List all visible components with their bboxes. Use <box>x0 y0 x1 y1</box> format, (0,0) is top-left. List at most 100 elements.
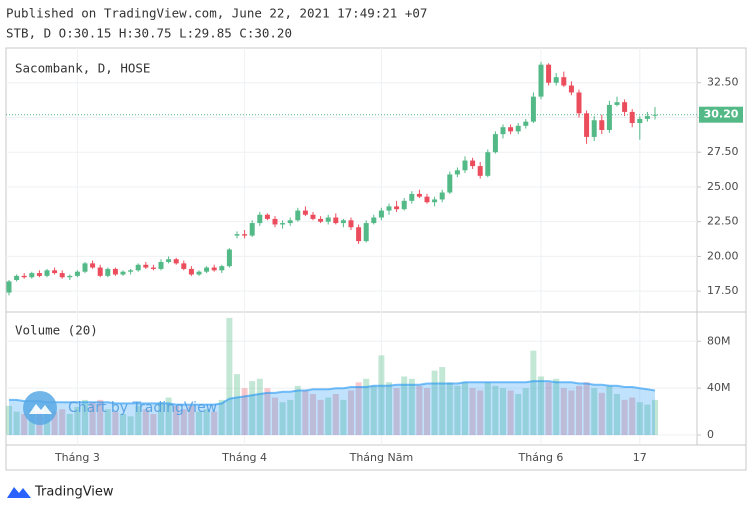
candle-body <box>424 196 430 203</box>
candle-body <box>538 64 544 97</box>
volume-bar <box>89 402 96 436</box>
chart-frame <box>5 47 747 471</box>
candle-body <box>454 170 460 175</box>
candle-body <box>561 77 567 86</box>
candle-body <box>249 223 255 236</box>
volume-bar <box>317 399 324 436</box>
candle-body <box>112 268 118 275</box>
candle-body <box>219 266 225 271</box>
ohlc-legend: STB, D O:30.15 H:30.75 L:29.85 C:30.20 <box>6 26 292 41</box>
volume-bar <box>310 394 316 436</box>
volume-bar <box>256 378 263 436</box>
volume-bar <box>386 382 392 436</box>
volume-bar <box>355 382 362 436</box>
candle-body <box>584 113 590 137</box>
candle-body <box>325 217 331 222</box>
volume-bar <box>439 367 446 436</box>
candle-body <box>318 218 324 222</box>
candle-body <box>477 166 483 176</box>
volume-bar <box>530 350 537 436</box>
candle-body <box>44 270 50 276</box>
volume-bar <box>97 399 104 436</box>
volume-bar <box>477 390 484 436</box>
candle-body <box>508 127 514 132</box>
candle-body <box>614 102 620 105</box>
candle-body <box>158 261 164 269</box>
volume-bar <box>226 317 233 436</box>
candle-body <box>432 199 438 203</box>
candle-body <box>120 271 126 275</box>
volume-ma-area <box>9 381 655 436</box>
candle-body <box>143 264 149 268</box>
y-tick-label: 17.50 <box>707 284 739 297</box>
candle-body <box>166 259 172 262</box>
candle-body <box>105 268 111 276</box>
volume-bar <box>644 404 651 436</box>
candle-body <box>363 223 369 242</box>
volume-bar <box>150 413 157 436</box>
last-price-label: 30.20 <box>704 108 739 121</box>
x-tick-label: 17 <box>633 451 647 464</box>
watermark-logo-mark <box>29 404 52 414</box>
candle-body <box>356 227 362 242</box>
footer-logo-mark <box>7 487 31 498</box>
candle-body <box>447 174 453 193</box>
footer-logo: TradingView <box>7 485 114 500</box>
candle-body <box>348 220 354 228</box>
price-pane: 30.20 <box>6 61 743 296</box>
candle-body <box>462 160 468 171</box>
candle-body <box>67 275 73 278</box>
candle-body <box>52 270 58 274</box>
volume-bar <box>469 388 476 436</box>
volume-bar <box>408 378 415 436</box>
volume-bar <box>462 382 468 436</box>
volume-bar <box>13 411 20 436</box>
volume-bar <box>294 385 301 436</box>
candle-body <box>128 270 134 272</box>
candle-body <box>280 223 286 225</box>
volume-bar <box>393 388 400 436</box>
candle-body <box>21 275 27 278</box>
candle-body <box>470 160 476 167</box>
watermark-text: Chart by TradingView <box>68 400 217 416</box>
volume-bar <box>614 394 620 436</box>
volume-bar <box>234 374 240 436</box>
y-tick-label: 32.50 <box>707 76 739 89</box>
volume-bar <box>120 413 126 436</box>
published-line: Published on TradingView.com, June 22, 2… <box>6 6 427 21</box>
candle-body <box>394 206 400 210</box>
volume-bar <box>621 399 628 436</box>
volume-bar <box>203 409 210 436</box>
candle-body <box>97 267 103 276</box>
volume-tick-label: 80M <box>707 334 731 347</box>
volume-bar <box>576 385 582 436</box>
volume-bar <box>112 411 119 436</box>
candle-body <box>310 214 316 219</box>
candle-body <box>90 263 96 268</box>
watermark: Chart by TradingView <box>23 391 217 425</box>
volume-bar <box>158 402 164 436</box>
volume-bar <box>21 413 28 436</box>
volume-bar <box>568 390 575 436</box>
candle-body <box>553 77 559 83</box>
candle-body <box>416 193 422 197</box>
volume-bar <box>591 388 598 436</box>
volume-bar <box>636 402 643 436</box>
volume-bar <box>454 385 461 436</box>
candle-body <box>29 273 35 278</box>
volume-bar <box>363 378 370 436</box>
x-tick-label: Tháng 6 <box>518 451 564 464</box>
grid: 17.5020.0022.5025.0027.5030.0032.50040M8… <box>6 48 739 464</box>
candle-body <box>485 152 491 176</box>
x-tick-label: Tháng 3 <box>54 451 100 464</box>
footer-brand: TradingView <box>34 485 114 500</box>
candle-body <box>295 210 301 221</box>
candle-body <box>36 273 42 276</box>
candle-body <box>652 114 658 116</box>
volume-bar <box>302 390 309 436</box>
volume-bar <box>416 385 423 436</box>
candle-body <box>272 218 278 225</box>
volume-bar <box>401 376 408 436</box>
candle-body <box>546 64 552 83</box>
volume-bar <box>538 376 544 436</box>
